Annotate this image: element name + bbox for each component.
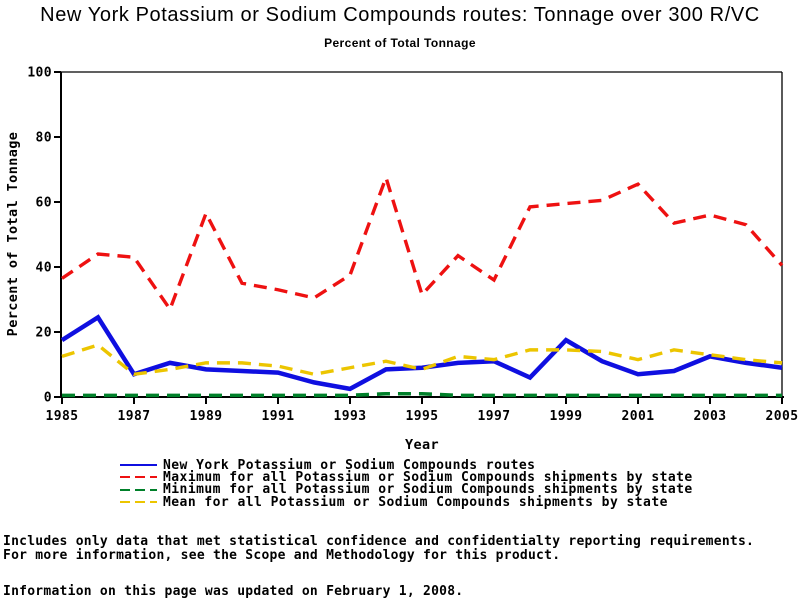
x-tick-label: 2003 xyxy=(694,409,727,424)
legend-label: New York Potassium or Sodium Compounds r… xyxy=(163,457,536,473)
series-line-1 xyxy=(61,172,784,313)
footnote-updated: Information on this page was updated on … xyxy=(3,584,464,599)
y-tick-label: 100 xyxy=(27,66,52,81)
x-axis-title: Year xyxy=(405,437,439,453)
x-tick-label: 1985 xyxy=(46,409,79,424)
x-tick-label: 1997 xyxy=(478,409,511,424)
legend-item: Minimum for all Potassium or Sodium Comp… xyxy=(120,482,693,498)
y-tick-label: 80 xyxy=(36,131,52,146)
legend-item: Maximum for all Potassium or Sodium Comp… xyxy=(120,469,693,485)
x-tick-label: 1991 xyxy=(262,409,295,424)
x-tick-label: 1987 xyxy=(118,409,151,424)
x-tick-label: 1993 xyxy=(334,409,367,424)
x-tick-label: 1995 xyxy=(406,409,439,424)
legend-line-swatch-newyork xyxy=(120,464,157,467)
x-tick-label: 2005 xyxy=(766,409,799,424)
legend-line-swatch-mean xyxy=(120,501,157,504)
legend-label: Mean for all Potassium or Sodium Compoun… xyxy=(163,494,668,510)
y-tick-label: 60 xyxy=(36,196,52,211)
legend-line-swatch-minimum xyxy=(120,488,157,491)
series-line-2 xyxy=(62,391,782,398)
x-tick-label: 2001 xyxy=(622,409,655,424)
y-tick-label: 40 xyxy=(36,261,52,276)
footnote-scope: For more information, see the Scope and … xyxy=(3,548,561,563)
chart-title: New York Potassium or Sodium Compounds r… xyxy=(40,4,760,26)
series-line-0 xyxy=(60,314,783,392)
legend-label: Maximum for all Potassium or Sodium Comp… xyxy=(163,469,693,485)
chart-subtitle: Percent of Total Tonnage xyxy=(324,36,476,50)
legend-item: New York Potassium or Sodium Compounds r… xyxy=(120,457,693,473)
legend-line-swatch-maximum xyxy=(120,476,157,479)
legend-item: Mean for all Potassium or Sodium Compoun… xyxy=(120,494,693,510)
footnote-confidence: Includes only data that met statistical … xyxy=(3,534,755,549)
y-tick-label: 0 xyxy=(44,391,52,406)
x-tick-label: 1989 xyxy=(190,409,223,424)
y-axis-title: Percent of Total Tonnage xyxy=(5,132,21,337)
legend: New York Potassium or Sodium Compounds r… xyxy=(120,457,693,510)
legend-label: Minimum for all Potassium or Sodium Comp… xyxy=(163,482,693,498)
y-tick-label: 20 xyxy=(36,326,52,341)
x-tick-label: 1999 xyxy=(550,409,583,424)
series-line-3 xyxy=(61,343,783,377)
